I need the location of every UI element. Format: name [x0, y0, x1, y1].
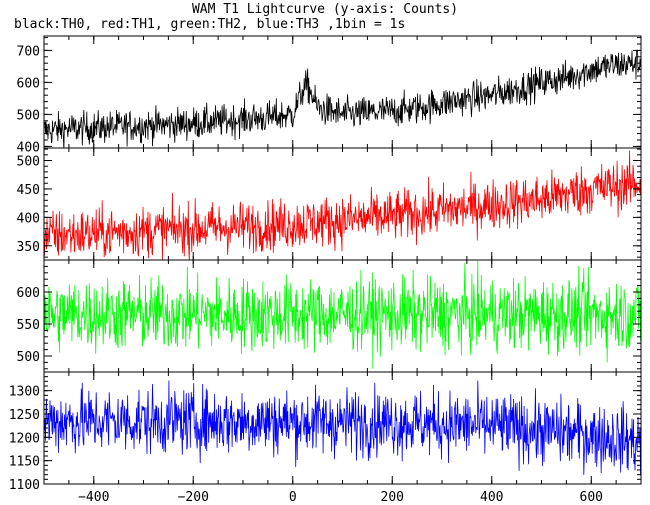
y-tick-label: 500 — [17, 108, 40, 123]
y-tick-label: 500 — [17, 350, 40, 365]
y-tick-label: 450 — [17, 183, 40, 198]
x-tick-label: 600 — [580, 490, 603, 505]
x-tick-label: −200 — [178, 490, 209, 505]
series-line-th1 — [44, 150, 641, 260]
y-tick-label: 600 — [17, 76, 40, 91]
y-tick-label: 1200 — [9, 431, 40, 446]
y-tick-label: 1100 — [9, 478, 40, 493]
page-subtitle: black:TH0, red:TH1, green:TH2, blue:TH3 … — [14, 17, 406, 32]
y-tick-label: 700 — [17, 44, 40, 59]
series-line-th3 — [44, 380, 641, 476]
y-tick-label: 1150 — [9, 455, 40, 470]
x-tick-label: 400 — [480, 490, 503, 505]
y-tick-label: 400 — [17, 211, 40, 226]
page-title: WAM T1 Lightcurve (y-axis: Counts) — [191, 2, 459, 17]
y-tick-label: 1300 — [9, 385, 40, 400]
series-line-th2 — [44, 260, 641, 369]
y-tick-label: 550 — [17, 318, 40, 333]
x-tick-label: 200 — [381, 490, 404, 505]
y-tick-label: 500 — [17, 155, 40, 170]
y-tick-label: 350 — [17, 240, 40, 255]
x-tick-label: −400 — [78, 490, 109, 505]
y-tick-label: 600 — [17, 286, 40, 301]
series-line-th0 — [44, 49, 641, 148]
x-tick-label: 0 — [289, 490, 297, 505]
y-tick-label: 1250 — [9, 408, 40, 423]
y-tick-label: 400 — [17, 140, 40, 155]
